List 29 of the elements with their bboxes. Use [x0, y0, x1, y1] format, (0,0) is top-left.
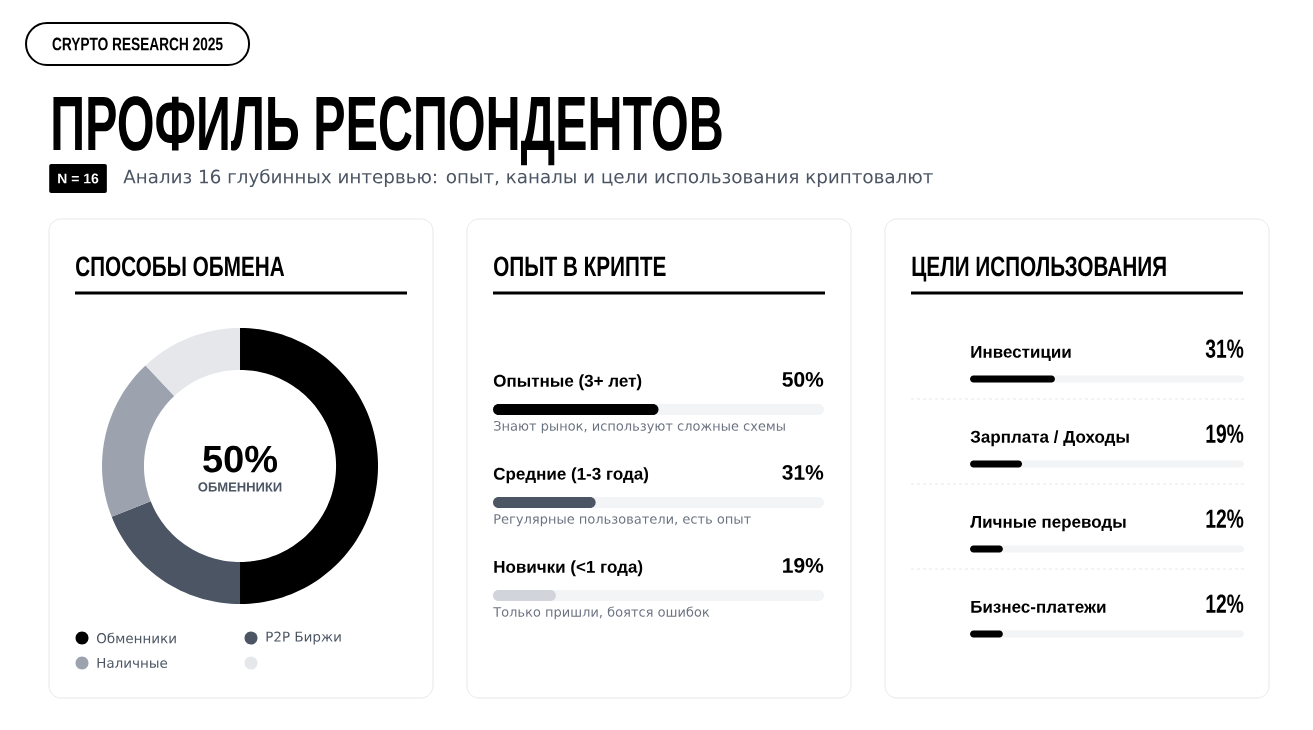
text: Анализ 16 глубинных интервью: опыт, каналы и цели использования криптовалют	[123, 168, 933, 187]
chart-title: СПОСОБЫ ОБМЕНА	[76, 256, 285, 277]
annotation: Только пришли, боятся ошибок	[493, 606, 710, 620]
text: N = 16	[58, 173, 99, 184]
chart-title: ОПЫТ В КРИПТЕ	[494, 256, 666, 277]
data-label: 12%	[1206, 594, 1244, 613]
chart-title: ЦЕЛИ ИСПОЛЬЗОВАНИЯ	[912, 256, 1166, 282]
annotation: Регулярные пользователи, есть опыт	[494, 514, 751, 527]
text: 50%	[203, 445, 278, 473]
y-tick-label: Бизнес-платежи	[971, 600, 1106, 613]
y-tick-label: Средние (1-3 года)	[493, 467, 649, 484]
y-tick-label: Опытные (3+ лет)	[493, 374, 642, 391]
text: ПРОФИЛЬ РЕСПОНДЕНТОВ	[53, 96, 722, 166]
text: CRYPTO RESEARCH 2025	[52, 37, 223, 51]
y-tick-label: Новички (<1 года)	[494, 560, 643, 577]
text: ОБМЕННИКИ	[198, 482, 282, 492]
legend-label: Наличные	[97, 657, 168, 668]
legend-label: Обменники	[96, 632, 176, 644]
legend-label: P2P Биржи	[266, 631, 341, 645]
data-label: 50%	[782, 371, 824, 387]
y-tick-label: Инвестиции	[971, 345, 1071, 362]
y-tick-label: Зарплата / Доходы	[970, 430, 1129, 447]
data-label: 31%	[782, 464, 824, 480]
data-label: 12%	[1206, 509, 1244, 528]
data-label: 19%	[783, 557, 824, 573]
data-label: 19%	[1206, 424, 1244, 443]
annotation: Знают рынок, используют сложные схемы	[494, 420, 785, 434]
y-tick-label: Личные переводы	[970, 515, 1126, 532]
data-label: 31%	[1205, 339, 1244, 358]
